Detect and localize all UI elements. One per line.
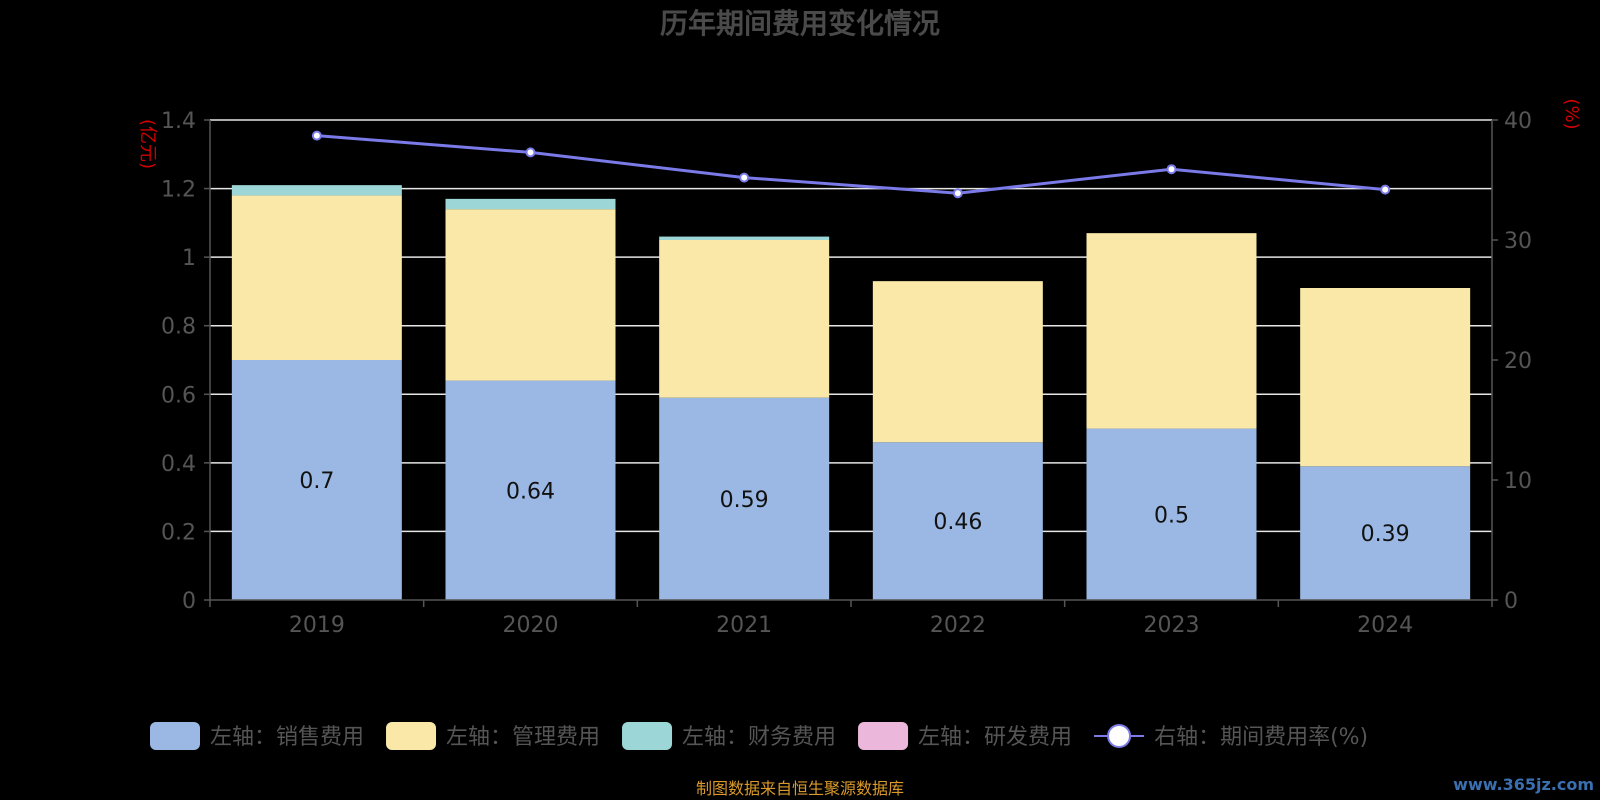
- x-tick-label-2020: 2020: [503, 613, 559, 638]
- legend-label: 左轴：财务费用: [682, 725, 836, 750]
- chart-title: 历年期间费用变化情况: [660, 7, 940, 40]
- legend-marker: [1107, 724, 1132, 748]
- legend-item-2[interactable]: 左轴：财务费用: [622, 722, 836, 750]
- right-tick-label: 10: [1504, 469, 1532, 494]
- x-tick-label-2024: 2024: [1357, 613, 1413, 638]
- bar-2020-series-2[interactable]: [445, 198, 616, 210]
- bar-2020-series-0[interactable]: [445, 380, 616, 600]
- bar-2024-series-1[interactable]: [1300, 288, 1471, 467]
- bar-labels: 0.7 0.64 0.59 0.46 0.5 0.39: [299, 469, 1409, 547]
- bar-label-2021: 0.59: [720, 488, 769, 513]
- bar-2023-series-1[interactable]: [1086, 233, 1257, 429]
- bar-label-2022: 0.46: [933, 510, 982, 535]
- bar-2021-series-0[interactable]: [659, 397, 830, 600]
- legend-swatch: [150, 722, 200, 750]
- rate-line: [311, 130, 1391, 199]
- legend-swatch: [622, 722, 673, 750]
- bar-2021-series-1[interactable]: [659, 240, 830, 398]
- bar-2019-series-0[interactable]: [231, 360, 402, 600]
- data-source: 制图数据来自恒生聚源数据库: [696, 779, 904, 798]
- right-tick-label: 30: [1504, 229, 1532, 254]
- rate-point-2023[interactable]: [1166, 164, 1177, 175]
- x-tick-label-2021: 2021: [716, 613, 772, 638]
- right-axis-unit: (%): [1561, 98, 1582, 129]
- left-axis-unit: (亿元): [137, 119, 158, 169]
- left-tick-label: 0.6: [161, 383, 196, 408]
- legend-item-0[interactable]: 左轴：销售费用: [150, 722, 364, 750]
- bar-2023-series-0[interactable]: [1086, 428, 1257, 600]
- bar-2019-series-1[interactable]: [231, 195, 402, 360]
- left-tick-label: 0: [182, 589, 196, 614]
- legend-swatch: [386, 722, 437, 750]
- legend-swatch: [858, 722, 909, 750]
- left-tick-label: 1.2: [161, 178, 196, 203]
- bar-2019-series-2[interactable]: [231, 185, 402, 196]
- bar-2022-series-1[interactable]: [872, 281, 1043, 443]
- legend-label: 左轴：研发费用: [918, 725, 1072, 750]
- legend-label: 右轴：期间费用率(%): [1154, 725, 1368, 750]
- rate-point-2021[interactable]: [739, 172, 750, 183]
- rate-point-2024[interactable]: [1380, 184, 1391, 195]
- grid: [210, 119, 1492, 533]
- bar-2022-series-0[interactable]: [872, 442, 1043, 600]
- bar-label-2023: 0.5: [1154, 503, 1189, 528]
- bar-2021-series-2[interactable]: [659, 236, 830, 240]
- left-tick-label: 0.4: [161, 452, 196, 477]
- left-tick-label: 1.4: [161, 109, 196, 134]
- bar-label-2019: 0.7: [299, 469, 334, 494]
- rate-point-2022[interactable]: [952, 188, 963, 199]
- watermark: www.365jz.com: [1453, 775, 1594, 794]
- bar-label-2024: 0.39: [1361, 522, 1410, 547]
- legend-label: 左轴：销售费用: [210, 725, 364, 750]
- left-tick-label: 0.2: [161, 520, 196, 545]
- bar-label-2020: 0.64: [506, 479, 555, 504]
- legend-item-4[interactable]: 右轴：期间费用率(%): [1094, 724, 1368, 750]
- x-tick-label-2023: 2023: [1144, 613, 1200, 638]
- right-tick-label: 0: [1504, 589, 1518, 614]
- right-tick-label: 40: [1504, 109, 1532, 134]
- x-tick-label-2022: 2022: [930, 613, 986, 638]
- rate-point-2020[interactable]: [525, 147, 536, 158]
- axes: 0 0.2 0.4 0.6 0.8 1 1.2 1.4 0 10 20 30 40 2019 2020 202…: [161, 109, 1532, 638]
- bar-2020-series-1[interactable]: [445, 209, 616, 381]
- legend-item-3[interactable]: 左轴：研发费用: [858, 722, 1072, 750]
- legend-label: 左轴：管理费用: [446, 725, 600, 750]
- right-tick-label: 20: [1504, 349, 1532, 374]
- left-tick-label: 0.8: [161, 315, 196, 340]
- legend[interactable]: 左轴：销售费用 左轴：管理费用 左轴：财务费用 左轴：研发费用 右轴：期间费用率(%): [150, 722, 1368, 750]
- bars: [231, 185, 1471, 600]
- rate-point-2019[interactable]: [311, 130, 322, 141]
- left-tick-label: 1: [182, 246, 196, 271]
- x-tick-label-2019: 2019: [289, 613, 345, 638]
- rate-line-path: [316, 134, 1386, 195]
- legend-item-1[interactable]: 左轴：管理费用: [386, 722, 600, 750]
- bar-2024-series-0[interactable]: [1300, 466, 1471, 600]
